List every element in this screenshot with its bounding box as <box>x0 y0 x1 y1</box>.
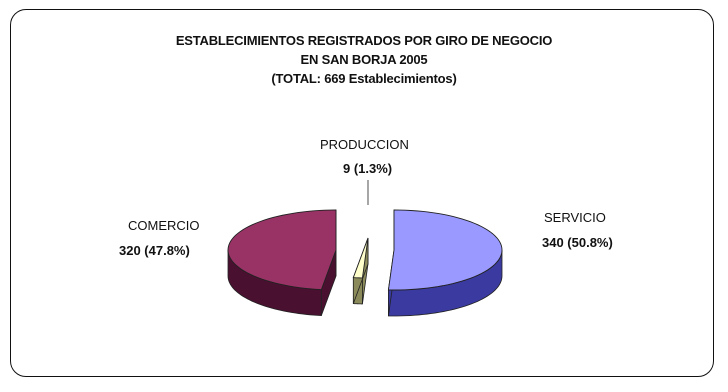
slice-top-produccion <box>352 237 369 279</box>
chart-frame <box>10 9 714 377</box>
slice-value-produccion: 9 (1.3%) <box>343 161 392 176</box>
chart-subtitle: EN SAN BORJA 2005 <box>300 52 428 67</box>
slice-top-comercio <box>227 209 337 291</box>
slice-value-servicio: 340 (50.8%) <box>542 235 613 250</box>
slice-label-produccion: PRODUCCION <box>320 137 409 152</box>
slice-label-servicio: SERVICIO <box>544 210 606 225</box>
pie-slices <box>227 209 503 317</box>
pie-labels: SERVICIO 340 (50.8%) PRODUCCION 9 (1.3%)… <box>119 137 613 258</box>
slice-label-comercio: COMERCIO <box>128 218 200 233</box>
slice-value-comercio: 320 (47.8%) <box>119 243 190 258</box>
slice-top-servicio <box>387 209 503 291</box>
chart-title: ESTABLECIMIENTOS REGISTRADOS POR GIRO DE… <box>175 33 553 48</box>
chart-total: (TOTAL: 669 Establecimientos) <box>271 71 457 86</box>
